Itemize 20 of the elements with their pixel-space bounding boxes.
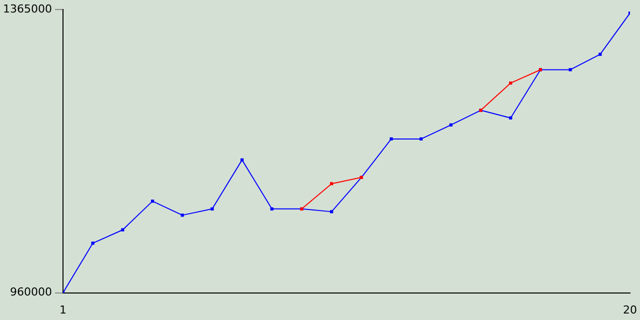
point <box>180 214 184 217</box>
point <box>330 210 334 214</box>
point <box>598 52 602 56</box>
point <box>270 207 274 210</box>
y-tick-label: 960000 <box>10 286 52 299</box>
point <box>420 137 423 141</box>
point <box>240 158 244 162</box>
point <box>150 200 154 203</box>
point <box>568 68 572 72</box>
point <box>330 182 334 186</box>
x-tick-label: 20 <box>623 303 637 316</box>
x-tick-label: 1 <box>59 303 66 316</box>
point <box>390 137 393 141</box>
point <box>91 242 94 245</box>
point <box>210 207 214 210</box>
point <box>509 116 512 120</box>
point <box>449 123 453 127</box>
y-tick-label: 1365000 <box>2 2 52 16</box>
point <box>509 81 512 85</box>
point <box>121 228 124 232</box>
